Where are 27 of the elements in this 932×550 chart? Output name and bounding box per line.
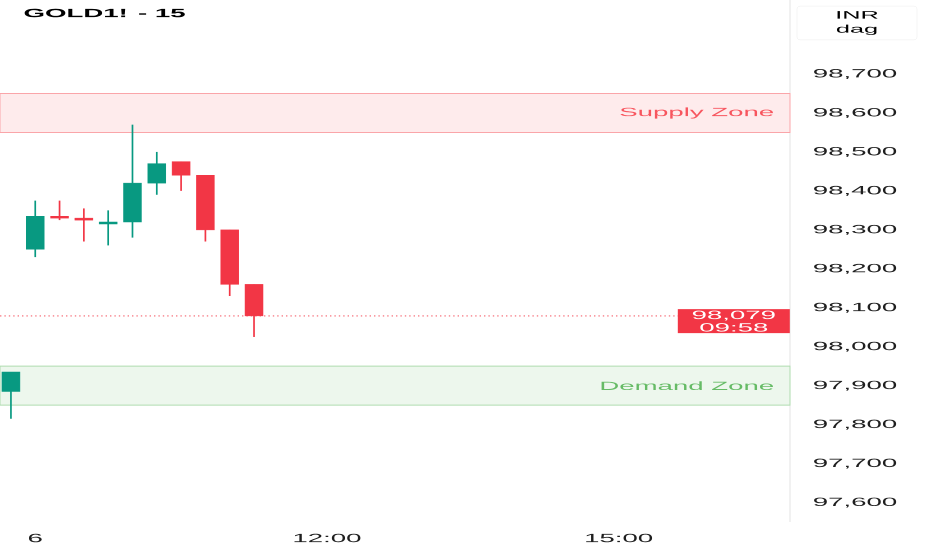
- ref-line-label: 98,079: [692, 310, 775, 321]
- band-label: Supply Zone: [620, 107, 773, 119]
- x-tick-label: 12:00: [294, 534, 360, 542]
- candlestick: [74, 208, 94, 242]
- candlestick: [2, 371, 20, 420]
- x-tick-label: 15:00: [586, 534, 652, 542]
- y-tick-label: 98,100: [814, 302, 896, 313]
- y-tick-label: 98,000: [814, 342, 896, 352]
- annotation: 09:58: [700, 323, 768, 332]
- y-tick-label: 98,400: [814, 186, 896, 196]
- candlestick: [148, 151, 166, 196]
- y-tick-label: 98,700: [814, 69, 896, 79]
- x-tick-label: 6: [28, 534, 42, 542]
- y-tick-label: 98,200: [814, 264, 896, 274]
- y-tick-label: 97,600: [814, 498, 896, 508]
- band-label: Demand Zone: [602, 381, 773, 390]
- candlestick: [172, 160, 190, 192]
- y-tick-label: 97,700: [814, 458, 896, 469]
- text: GOLD1! - 15: [24, 8, 185, 18]
- text: INR dag: [836, 11, 878, 35]
- candlestick: [50, 200, 69, 221]
- y-tick-label: 98,300: [814, 224, 896, 235]
- candlestick: [98, 210, 118, 246]
- y-tick-label: 98,600: [814, 108, 896, 118]
- y-tick-label: 98,500: [814, 146, 896, 157]
- y-tick-label: 97,800: [814, 420, 896, 430]
- y-tick-label: 97,900: [814, 380, 896, 391]
